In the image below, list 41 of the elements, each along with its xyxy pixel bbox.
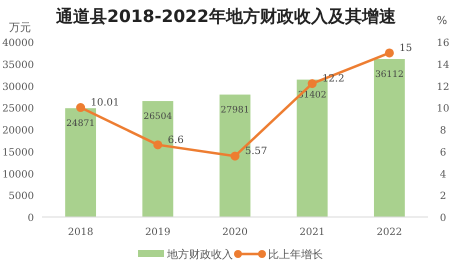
- y2-tick-label: 12: [436, 82, 450, 93]
- bar: [65, 108, 96, 217]
- y-tick-label: 15000: [2, 147, 34, 158]
- x-tick-label: 2018: [68, 227, 94, 238]
- y-tick-label: 0: [28, 213, 34, 224]
- point: [384, 48, 394, 58]
- x-tick-label: 2022: [376, 227, 402, 238]
- y-tick-label: 25000: [2, 104, 34, 115]
- y-tick-label: 20000: [2, 126, 34, 136]
- y2-tick-label: 0: [440, 213, 446, 224]
- data-label: 10.01: [90, 98, 120, 109]
- x-tick-label: 2019: [145, 227, 171, 238]
- y-tick-label: 5000: [8, 191, 34, 202]
- y2-axis-title: %: [436, 14, 448, 27]
- bar: [374, 59, 405, 217]
- y2-tick-label: 6: [440, 147, 446, 158]
- x-tick-label: 2021: [299, 227, 325, 238]
- y2-tick-label: 10: [436, 104, 450, 115]
- point: [76, 103, 86, 112]
- point: [230, 152, 240, 161]
- y2-tick-label: 14: [436, 60, 450, 71]
- y-tick-label: 40000: [2, 38, 34, 49]
- y2-tick-label: 2: [440, 191, 446, 202]
- chart-title: 通道县2018-2022年地方财政收入及其增速: [55, 7, 396, 27]
- legend-label: 地方财政收入: [166, 248, 233, 261]
- x-tick-label: 2020: [222, 227, 248, 238]
- y-tick-label: 35000: [2, 60, 34, 71]
- data-label: 15: [399, 42, 412, 54]
- data-label: 26504: [143, 112, 172, 122]
- data-label: 36112: [375, 70, 404, 80]
- y-tick-label: 30000: [2, 82, 34, 93]
- legend-label: 比上年增长: [268, 248, 323, 261]
- y2-tick-label: 8: [440, 126, 446, 136]
- point: [153, 140, 162, 150]
- data-label: 27981: [220, 106, 250, 116]
- y-tick-label: 10000: [2, 169, 34, 180]
- point: [308, 79, 317, 88]
- data-label: 24871: [66, 119, 95, 130]
- y2-tick-label: 4: [440, 169, 446, 180]
- y-axis-title: 万元: [9, 21, 31, 34]
- y2-tick-label: 16: [436, 38, 450, 49]
